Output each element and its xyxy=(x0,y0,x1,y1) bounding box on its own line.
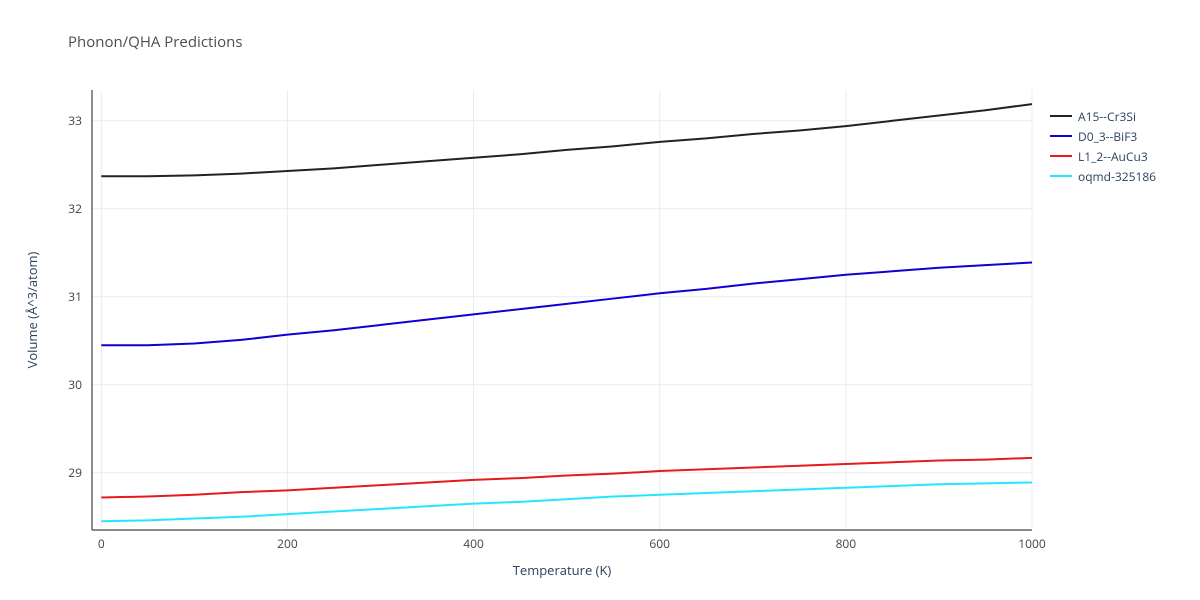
series-line[interactable] xyxy=(101,262,1032,345)
x-tick-label: 200 xyxy=(277,535,298,552)
legend-item[interactable]: L1_2--AuCu3 xyxy=(1050,146,1156,166)
y-axis-label: Volume (Å^3/atom) xyxy=(23,251,41,368)
legend-item[interactable]: A15--Cr3Si xyxy=(1050,106,1156,126)
series-line[interactable] xyxy=(101,104,1032,176)
legend-item[interactable]: D0_3--BiF3 xyxy=(1050,126,1156,146)
legend-swatch xyxy=(1050,135,1072,137)
legend[interactable]: A15--Cr3Si D0_3--BiF3 L1_2--AuCu3 oqmd-3251… xyxy=(1050,106,1156,186)
x-tick-label: 800 xyxy=(836,535,857,552)
chart-container: Phonon/QHA Predictions 0 200 400 600 800 1000… xyxy=(0,0,1200,600)
series-line[interactable] xyxy=(101,458,1032,498)
legend-swatch xyxy=(1050,175,1072,177)
y-tick-label: 30 xyxy=(68,376,82,393)
line-chart: 0 200 400 600 800 1000 29 30 31 32 33 Temperature (… xyxy=(0,0,1200,600)
legend-label: oqmd-325186 xyxy=(1078,168,1156,185)
y-tick-label: 33 xyxy=(68,112,82,129)
legend-swatch xyxy=(1050,155,1072,157)
x-tick-label: 400 xyxy=(463,535,484,552)
legend-label: L1_2--AuCu3 xyxy=(1078,148,1148,165)
legend-label: A15--Cr3Si xyxy=(1078,108,1136,125)
x-tick-label: 1000 xyxy=(1018,535,1046,552)
y-tick-label: 31 xyxy=(68,288,82,305)
x-tick-label: 600 xyxy=(649,535,670,552)
series-line[interactable] xyxy=(101,482,1032,521)
legend-swatch xyxy=(1050,115,1072,117)
x-axis-label: Temperature (K) xyxy=(513,561,612,579)
y-tick-label: 29 xyxy=(68,464,82,481)
legend-item[interactable]: oqmd-325186 xyxy=(1050,166,1156,186)
x-tick-label: 0 xyxy=(98,535,105,552)
legend-label: D0_3--BiF3 xyxy=(1078,128,1137,145)
chart-title: Phonon/QHA Predictions xyxy=(68,32,243,52)
y-tick-label: 32 xyxy=(68,200,82,217)
